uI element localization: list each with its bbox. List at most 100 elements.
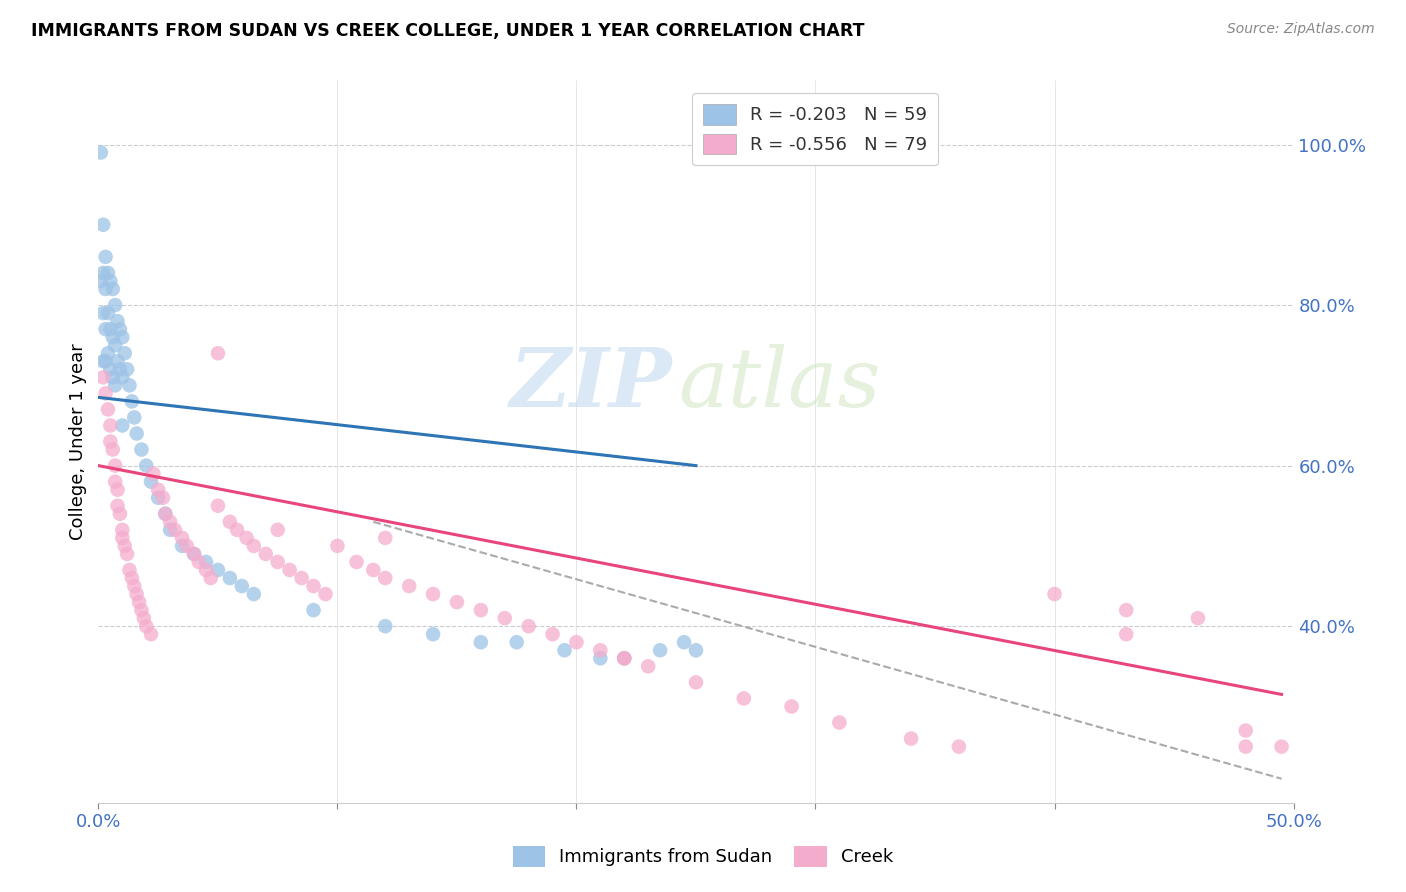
Point: [613, 651, 636, 665]
Point: [94, 354, 117, 368]
Point: [97, 346, 120, 360]
Point: [780, 699, 803, 714]
Point: [98, 362, 122, 376]
Point: [291, 571, 314, 585]
Point: [94, 282, 117, 296]
Point: [948, 739, 970, 754]
Point: [195, 563, 218, 577]
Point: [97, 266, 120, 280]
Point: [98, 418, 122, 433]
Point: [1115, 603, 1137, 617]
Point: [114, 346, 136, 360]
Point: [589, 643, 612, 657]
Point: [685, 675, 707, 690]
Point: [155, 507, 177, 521]
Point: [195, 555, 218, 569]
Point: [541, 627, 564, 641]
Point: [565, 635, 588, 649]
Point: [115, 362, 138, 376]
Text: IMMIGRANTS FROM SUDAN VS CREEK COLLEGE, UNDER 1 YEAR CORRELATION CHART: IMMIGRANTS FROM SUDAN VS CREEK COLLEGE, …: [31, 22, 865, 40]
Point: [1271, 739, 1294, 754]
Point: [315, 587, 337, 601]
Point: [94, 250, 117, 264]
Point: [97, 402, 120, 417]
Point: [118, 563, 141, 577]
Point: [104, 338, 127, 352]
Point: [254, 547, 277, 561]
Point: [111, 531, 134, 545]
Point: [159, 515, 181, 529]
Point: [104, 458, 127, 473]
Point: [200, 571, 222, 585]
Point: [107, 354, 129, 368]
Point: [235, 531, 257, 545]
Point: [207, 499, 229, 513]
Point: [470, 603, 492, 617]
Point: [128, 595, 150, 609]
Point: [97, 306, 120, 320]
Point: [1187, 611, 1209, 625]
Point: [148, 483, 170, 497]
Point: [90, 274, 112, 288]
Point: [108, 322, 131, 336]
Point: [125, 587, 148, 601]
Point: [90, 145, 112, 160]
Point: [446, 595, 468, 609]
Point: [326, 539, 349, 553]
Point: [131, 603, 153, 617]
Point: [613, 651, 636, 665]
Point: [159, 523, 181, 537]
Point: [91, 306, 114, 320]
Point: [152, 491, 174, 505]
Point: [302, 603, 325, 617]
Point: [111, 523, 134, 537]
Point: [172, 531, 194, 545]
Point: [172, 539, 194, 553]
Point: [98, 274, 122, 288]
Point: [176, 539, 198, 553]
Point: [104, 475, 127, 489]
Point: [155, 507, 177, 521]
Point: [132, 611, 155, 625]
Text: Source: ZipAtlas.com: Source: ZipAtlas.com: [1227, 22, 1375, 37]
Point: [374, 531, 396, 545]
Point: [131, 442, 153, 457]
Point: [207, 346, 229, 360]
Point: [554, 643, 576, 657]
Point: [107, 314, 129, 328]
Point: [183, 547, 205, 561]
Text: atlas: atlas: [678, 343, 880, 424]
Text: ZIP: ZIP: [509, 343, 672, 424]
Point: [139, 627, 162, 641]
Point: [278, 563, 301, 577]
Point: [422, 587, 444, 601]
Point: [108, 507, 131, 521]
Point: [91, 218, 114, 232]
Point: [637, 659, 659, 673]
Point: [589, 651, 612, 665]
Point: [374, 571, 396, 585]
Point: [267, 523, 290, 537]
Point: [101, 282, 124, 296]
Point: [114, 539, 136, 553]
Point: [101, 442, 124, 457]
Y-axis label: College, Under 1 year: College, Under 1 year: [69, 343, 87, 540]
Point: [121, 571, 143, 585]
Point: [422, 627, 444, 641]
Point: [1234, 739, 1257, 754]
Point: [118, 378, 141, 392]
Point: [517, 619, 540, 633]
Point: [121, 394, 143, 409]
Point: [115, 547, 138, 561]
Point: [111, 330, 134, 344]
Point: [104, 298, 127, 312]
Point: [374, 619, 396, 633]
Point: [139, 475, 162, 489]
Point: [111, 418, 134, 433]
Point: [148, 491, 170, 505]
Point: [107, 483, 129, 497]
Point: [101, 330, 124, 344]
Point: [613, 651, 636, 665]
Legend: R = -0.203   N = 59, R = -0.556   N = 79: R = -0.203 N = 59, R = -0.556 N = 79: [692, 93, 938, 165]
Point: [101, 370, 124, 384]
